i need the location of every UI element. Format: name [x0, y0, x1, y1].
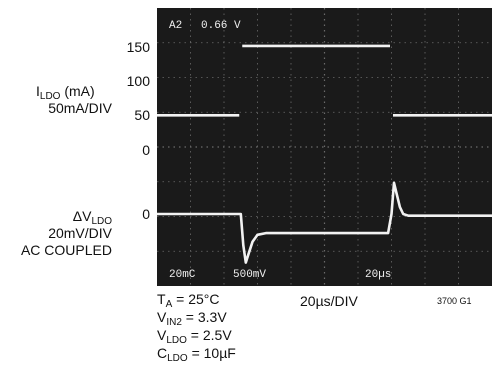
test-conditions: TA = 25°C VIN2 = 3.3V VLDO = 2.5V CLDO = 10… — [157, 290, 236, 364]
readout-ch1-coupling: 20mC — [169, 269, 196, 281]
condition-value: = 3.3V — [181, 309, 227, 325]
dvldo-axis-label: ΔVLDO — [10, 208, 112, 227]
condition-symbol: V — [157, 327, 167, 343]
ildo-scale-label: 50mA/DIV — [48, 100, 112, 116]
ildo-tick-0: 0 — [142, 142, 150, 158]
readout-value: 0.66 V — [201, 20, 241, 32]
condition-value: = 2.5V — [186, 327, 232, 343]
condition-row: VLDO = 2.5V — [157, 326, 236, 346]
readout-timebase: 20µs — [365, 269, 391, 281]
ildo-tick-100: 100 — [126, 73, 150, 89]
ildo-label-sub: LDO — [39, 91, 61, 102]
dvldo-label-sub: LDO — [91, 216, 112, 227]
condition-row: VIN2 = 3.3V — [157, 308, 236, 328]
condition-symbol: T — [157, 291, 166, 307]
dvldo-scale-label: 20mV/DIV — [48, 225, 112, 241]
condition-subscript: A — [165, 299, 173, 310]
readout-ch2-scale: 500mV — [233, 269, 266, 281]
dvldo-coupling-label: AC COUPLED — [20, 242, 112, 258]
ildo-label-main: I — [36, 83, 40, 99]
dvldo-label-main: ΔV — [72, 208, 92, 224]
ildo-label-unit: (mA) — [60, 83, 95, 99]
condition-value: = 10µF — [187, 345, 236, 361]
ildo-tick-50: 50 — [134, 107, 150, 123]
condition-subscript: LDO — [167, 353, 188, 364]
condition-row: TA = 25°C — [157, 290, 236, 310]
oscilloscope-screen: A2 0.66 V 20mC 500mV 20µs — [157, 8, 492, 286]
scope-plot: A2 0.66 V 20mC 500mV 20µs — [157, 8, 492, 286]
figure-id: 3700 G1 — [437, 296, 472, 306]
x-scale-label: 20µs/DIV — [300, 293, 358, 309]
condition-value: = 25°C — [172, 291, 220, 307]
readout-channel: A2 — [169, 20, 182, 32]
dvldo-trace — [157, 181, 492, 264]
condition-symbol: C — [157, 345, 168, 361]
condition-row: CLDO = 10µF — [157, 344, 236, 364]
condition-symbol: V — [157, 309, 167, 325]
condition-subscript: LDO — [166, 335, 187, 346]
condition-subscript: IN2 — [166, 317, 182, 328]
dvldo-tick-0: 0 — [142, 206, 150, 222]
ildo-axis-label: ILDO (mA) — [36, 83, 95, 102]
ildo-tick-150: 150 — [126, 39, 150, 55]
